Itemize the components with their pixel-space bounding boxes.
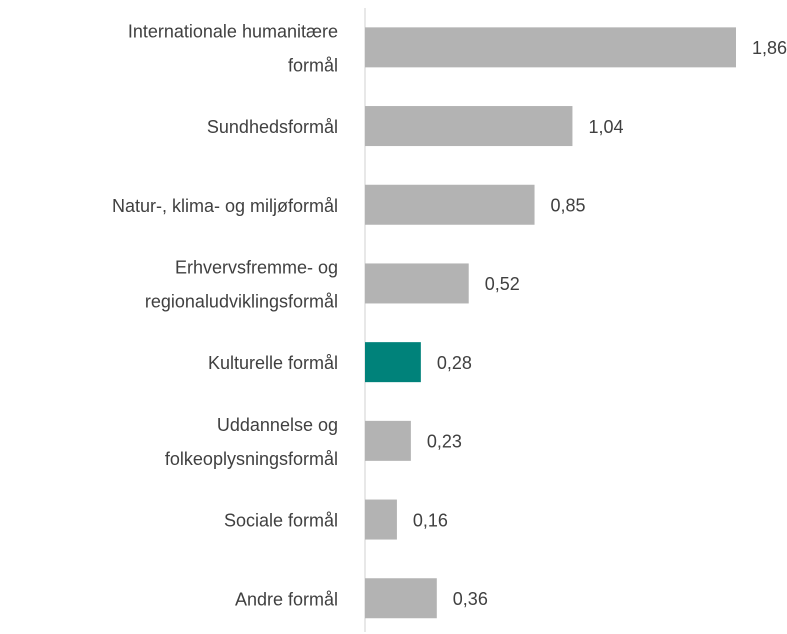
- bar: [365, 27, 736, 68]
- category-line: formål: [288, 55, 338, 75]
- bar: [365, 578, 437, 619]
- category-line: Internationale humanitære: [128, 21, 338, 41]
- bar: [365, 106, 573, 147]
- category-label: Uddannelse og folkeoplysningsformål: [165, 415, 338, 469]
- category-line: Andre formål: [235, 589, 338, 609]
- category-line: Natur-, klima- og miljøformål: [112, 196, 338, 216]
- category-label: Kulturelle formål: [208, 353, 338, 373]
- value-label: 0,36: [453, 589, 488, 609]
- value-label: 0,85: [551, 196, 586, 216]
- category-label: Internationale humanitære formål: [128, 21, 338, 75]
- category-label: Sundhedsformål: [207, 117, 338, 137]
- category-line: folkeoplysningsformål: [165, 449, 338, 469]
- value-label: 0,52: [485, 274, 520, 294]
- bar: [365, 342, 421, 383]
- bar: [365, 420, 411, 461]
- category-line: Erhvervsfremme- og: [175, 257, 338, 277]
- value-label: 1,86: [752, 38, 787, 58]
- bar: [365, 184, 535, 225]
- category-line: Sundhedsformål: [207, 117, 338, 137]
- value-label: 0,28: [437, 353, 472, 373]
- value-label: 0,16: [413, 510, 448, 530]
- category-label: Sociale formål: [224, 510, 338, 530]
- value-label: 0,23: [427, 432, 462, 452]
- category-line: Uddannelse og: [217, 415, 338, 435]
- category-line: Kulturelle formål: [208, 353, 338, 373]
- category-line: Sociale formål: [224, 510, 338, 530]
- category-label: Erhvervsfremme- og regionaludviklingsform…: [145, 257, 338, 311]
- value-label: 1,04: [588, 117, 623, 137]
- bar: [365, 499, 397, 540]
- category-label: Andre formål: [235, 589, 338, 609]
- bar: [365, 263, 469, 304]
- category-line: regionaludviklingsformål: [145, 291, 338, 311]
- category-label: Natur-, klima- og miljøformål: [112, 196, 338, 216]
